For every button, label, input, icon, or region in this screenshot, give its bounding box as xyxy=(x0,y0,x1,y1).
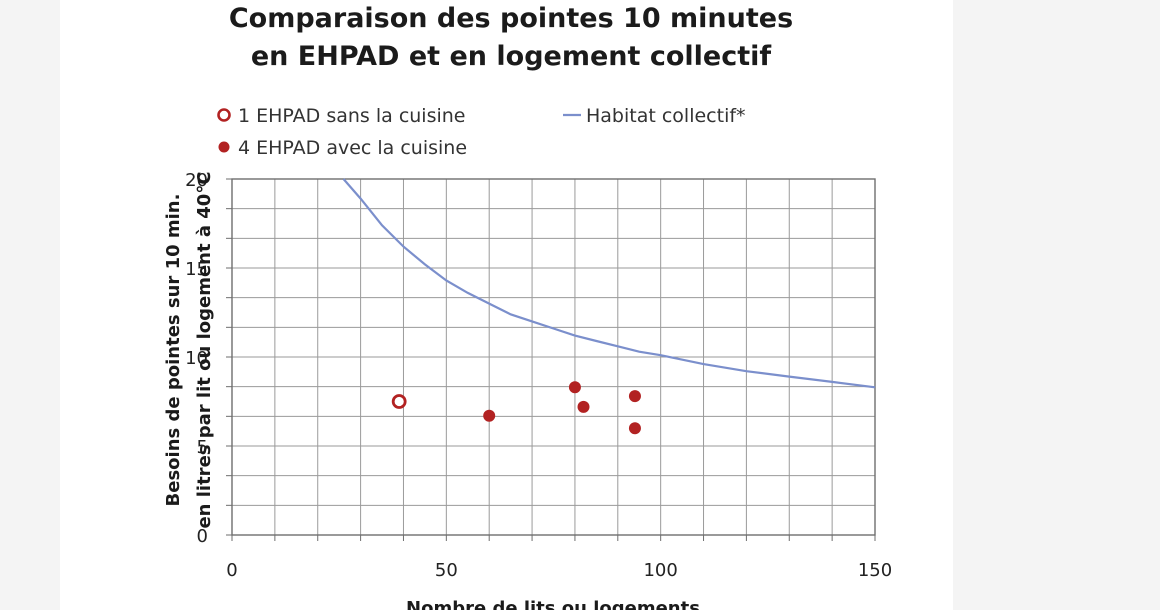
legend-marker-hollow xyxy=(217,108,231,122)
y-tick-label: 10 xyxy=(185,348,208,369)
data-point-ehpad-sans-cuisine xyxy=(391,394,407,409)
data-point-ehpad-avec-cuisine xyxy=(568,381,581,394)
legend-marker-filled xyxy=(218,141,230,153)
legend: 1 EHPAD sans la cuisine 4 EHPAD avec la … xyxy=(217,105,746,159)
x-axis-title: Nombre de lits ou logements xyxy=(406,598,700,610)
x-tick-label: 100 xyxy=(643,560,677,581)
legend-label-3: Habitat collectif* xyxy=(586,105,746,127)
x-tick-label: 150 xyxy=(858,560,892,581)
chart-title-line-2: en EHPAD et en logement collectif xyxy=(251,41,772,72)
points-layer xyxy=(391,381,641,435)
y-tick-label: 20 xyxy=(185,170,208,191)
curve-layer xyxy=(342,178,876,389)
y-axis-title-line-2: en litres par lit ou logement à 40°C xyxy=(194,171,215,528)
data-point-ehpad-avec-cuisine xyxy=(628,390,641,403)
y-tick-label: 5 xyxy=(197,437,208,458)
chart-title-line-1: Comparaison des pointes 10 minutes xyxy=(229,3,793,34)
grid xyxy=(231,178,876,536)
y-axis-title-line-1: Besoins de pointes sur 10 min. xyxy=(163,194,184,507)
chart: Comparaison des pointes 10 minutes en EH… xyxy=(163,3,892,610)
data-point-ehpad-avec-cuisine xyxy=(483,409,496,422)
legend-label-2: 4 EHPAD avec la cuisine xyxy=(238,137,467,159)
x-tick-label: 0 xyxy=(226,560,237,581)
legend-label-1: 1 EHPAD sans la cuisine xyxy=(238,105,466,127)
ticks-layer: 0 5 10 15 20 0 50 100 150 xyxy=(185,170,892,581)
y-tick-label: 15 xyxy=(185,259,208,280)
series-line-habitat-collectif xyxy=(342,178,876,389)
y-tick-label: 0 xyxy=(197,526,208,547)
data-point-ehpad-avec-cuisine xyxy=(577,400,590,413)
chart-card: Comparaison des pointes 10 minutes en EH… xyxy=(60,0,953,610)
data-point-ehpad-avec-cuisine xyxy=(628,422,641,435)
x-tick-label: 50 xyxy=(435,560,458,581)
